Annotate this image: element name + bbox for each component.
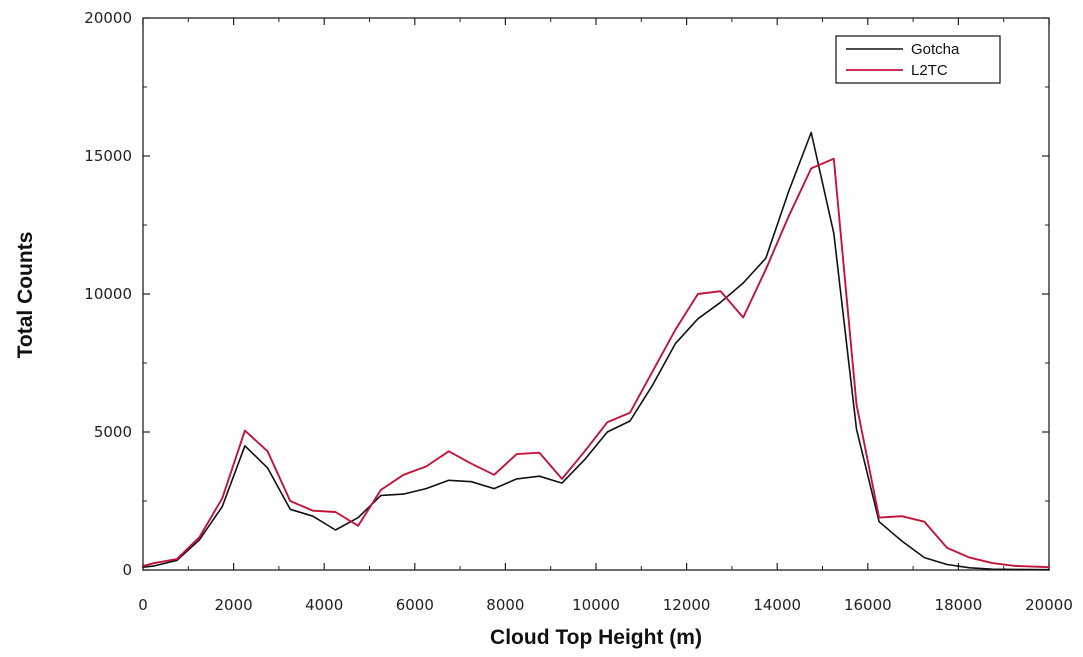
x-tick-label: 10000 xyxy=(572,596,620,614)
x-tick-label: 18000 xyxy=(935,596,983,614)
x-tick-label: 2000 xyxy=(215,596,253,614)
x-tick-label: 0 xyxy=(138,596,148,614)
x-tick-label: 12000 xyxy=(663,596,711,614)
y-axis-title: Total Counts xyxy=(14,232,37,359)
y-tick-label: 0 xyxy=(122,561,132,579)
legend: Gotcha L2TC xyxy=(835,35,1001,84)
legend-label-l2tc: L2TC xyxy=(911,62,948,79)
legend-label-gotcha: Gotcha xyxy=(911,41,960,58)
x-tick-label: 14000 xyxy=(753,596,801,614)
x-tick-label: 4000 xyxy=(305,596,343,614)
x-tick-label: 8000 xyxy=(486,596,524,614)
y-tick-label: 20000 xyxy=(84,9,132,27)
series-line-l2tc xyxy=(142,157,1050,569)
x-tick-label: 6000 xyxy=(396,596,434,614)
y-tick-label: 5000 xyxy=(94,423,132,441)
y-tick-label: 15000 xyxy=(84,147,132,165)
y-tick-label: 10000 xyxy=(84,285,132,303)
series-line-gotcha xyxy=(142,131,1050,571)
legend-box xyxy=(835,35,1001,84)
x-tick-label: 20000 xyxy=(1025,596,1073,614)
x-tick-label: 16000 xyxy=(844,596,892,614)
x-axis-title: Cloud Top Height (m) xyxy=(490,626,702,649)
